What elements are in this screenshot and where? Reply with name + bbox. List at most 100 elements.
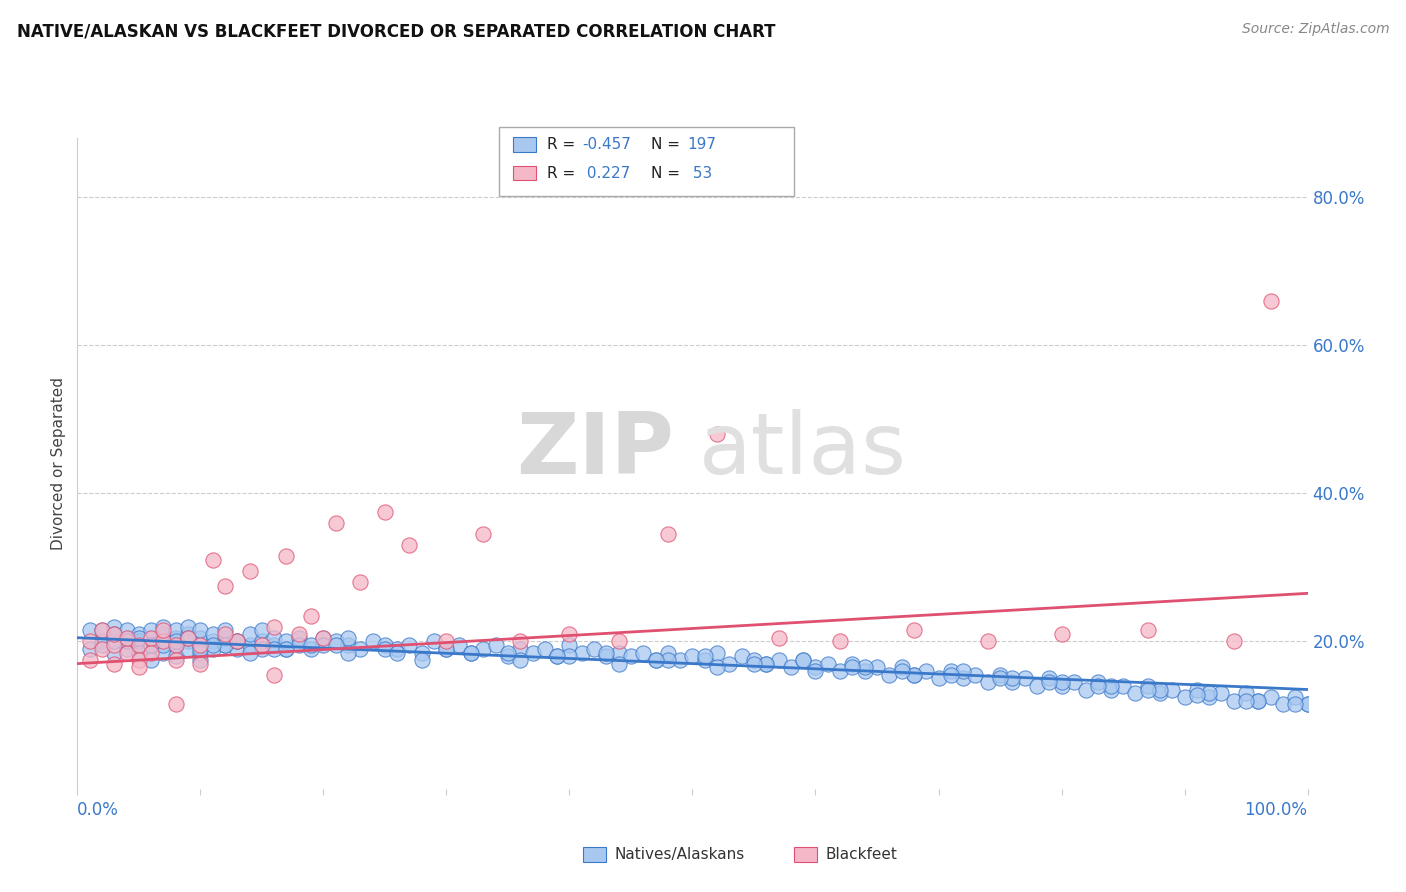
Point xyxy=(361,634,384,648)
Point xyxy=(312,638,335,652)
Point xyxy=(1112,679,1135,693)
Point xyxy=(288,638,311,652)
Point xyxy=(90,634,114,648)
Point xyxy=(128,634,150,648)
Point xyxy=(177,627,200,641)
Point xyxy=(226,634,249,648)
Point xyxy=(1234,686,1257,700)
Point xyxy=(398,538,420,552)
Point xyxy=(633,646,655,660)
Point xyxy=(299,641,322,656)
Point xyxy=(165,631,187,645)
Text: R =: R = xyxy=(547,137,581,152)
Point xyxy=(349,641,371,656)
Point xyxy=(103,627,125,641)
Point xyxy=(188,657,212,671)
Point xyxy=(915,664,938,678)
Point xyxy=(250,641,273,656)
Point xyxy=(128,660,150,674)
Point xyxy=(558,638,581,652)
Point xyxy=(509,641,531,656)
Point xyxy=(337,631,360,645)
Point xyxy=(79,653,101,667)
Point xyxy=(534,641,557,656)
Point xyxy=(385,641,409,656)
Point xyxy=(188,631,212,645)
Text: Natives/Alaskans: Natives/Alaskans xyxy=(614,847,745,862)
Point xyxy=(1247,693,1270,707)
Point xyxy=(152,638,174,652)
Point xyxy=(436,641,458,656)
Point xyxy=(1223,693,1246,707)
Point xyxy=(385,646,409,660)
Point xyxy=(755,657,778,671)
Point xyxy=(928,672,950,686)
Point xyxy=(460,646,482,660)
Point xyxy=(188,624,212,638)
Point xyxy=(607,634,630,648)
Point xyxy=(509,653,531,667)
Point xyxy=(830,664,852,678)
Point xyxy=(939,667,962,681)
Point xyxy=(250,624,273,638)
Point xyxy=(128,631,150,645)
Text: 0.0%: 0.0% xyxy=(77,801,120,819)
Point xyxy=(1296,698,1319,712)
Point xyxy=(472,527,495,541)
Point xyxy=(103,627,125,641)
Point xyxy=(177,641,200,656)
Point xyxy=(226,641,249,656)
Point xyxy=(1211,686,1233,700)
Point xyxy=(188,646,212,660)
Text: N =: N = xyxy=(651,137,685,152)
Point xyxy=(141,624,163,638)
Point xyxy=(188,638,212,652)
Point xyxy=(644,653,666,667)
Point xyxy=(792,653,814,667)
Point xyxy=(201,641,224,656)
Point xyxy=(841,660,863,674)
Point xyxy=(299,608,322,623)
Point xyxy=(1198,690,1220,704)
Point xyxy=(103,627,125,641)
Point xyxy=(288,631,311,645)
Point xyxy=(165,653,187,667)
Text: 100.0%: 100.0% xyxy=(1244,801,1308,819)
Point xyxy=(263,667,285,681)
Point xyxy=(509,634,531,648)
Point xyxy=(214,631,236,645)
Point xyxy=(79,624,101,638)
Point xyxy=(103,646,125,660)
Point xyxy=(201,553,224,567)
Point xyxy=(263,641,285,656)
Point xyxy=(890,664,912,678)
Point xyxy=(90,624,114,638)
Point xyxy=(1149,682,1171,697)
Point xyxy=(768,631,790,645)
Text: Blackfeet: Blackfeet xyxy=(825,847,897,862)
Point xyxy=(201,638,224,652)
Point xyxy=(460,646,482,660)
Point xyxy=(817,657,839,671)
Point xyxy=(496,646,519,660)
Point xyxy=(1136,624,1159,638)
Point xyxy=(706,646,728,660)
Point xyxy=(152,646,174,660)
Point xyxy=(325,638,347,652)
Point xyxy=(103,619,125,633)
Point xyxy=(239,564,262,578)
Point xyxy=(250,634,273,648)
Point xyxy=(1125,686,1147,700)
Point xyxy=(866,660,889,674)
Point xyxy=(188,653,212,667)
Point xyxy=(103,657,125,671)
Point xyxy=(188,641,212,656)
Point xyxy=(152,619,174,633)
Point xyxy=(226,634,249,648)
Point xyxy=(1038,672,1060,686)
Point xyxy=(214,579,236,593)
Point xyxy=(128,638,150,652)
Point xyxy=(312,631,335,645)
Point xyxy=(657,646,679,660)
Point xyxy=(1099,679,1122,693)
